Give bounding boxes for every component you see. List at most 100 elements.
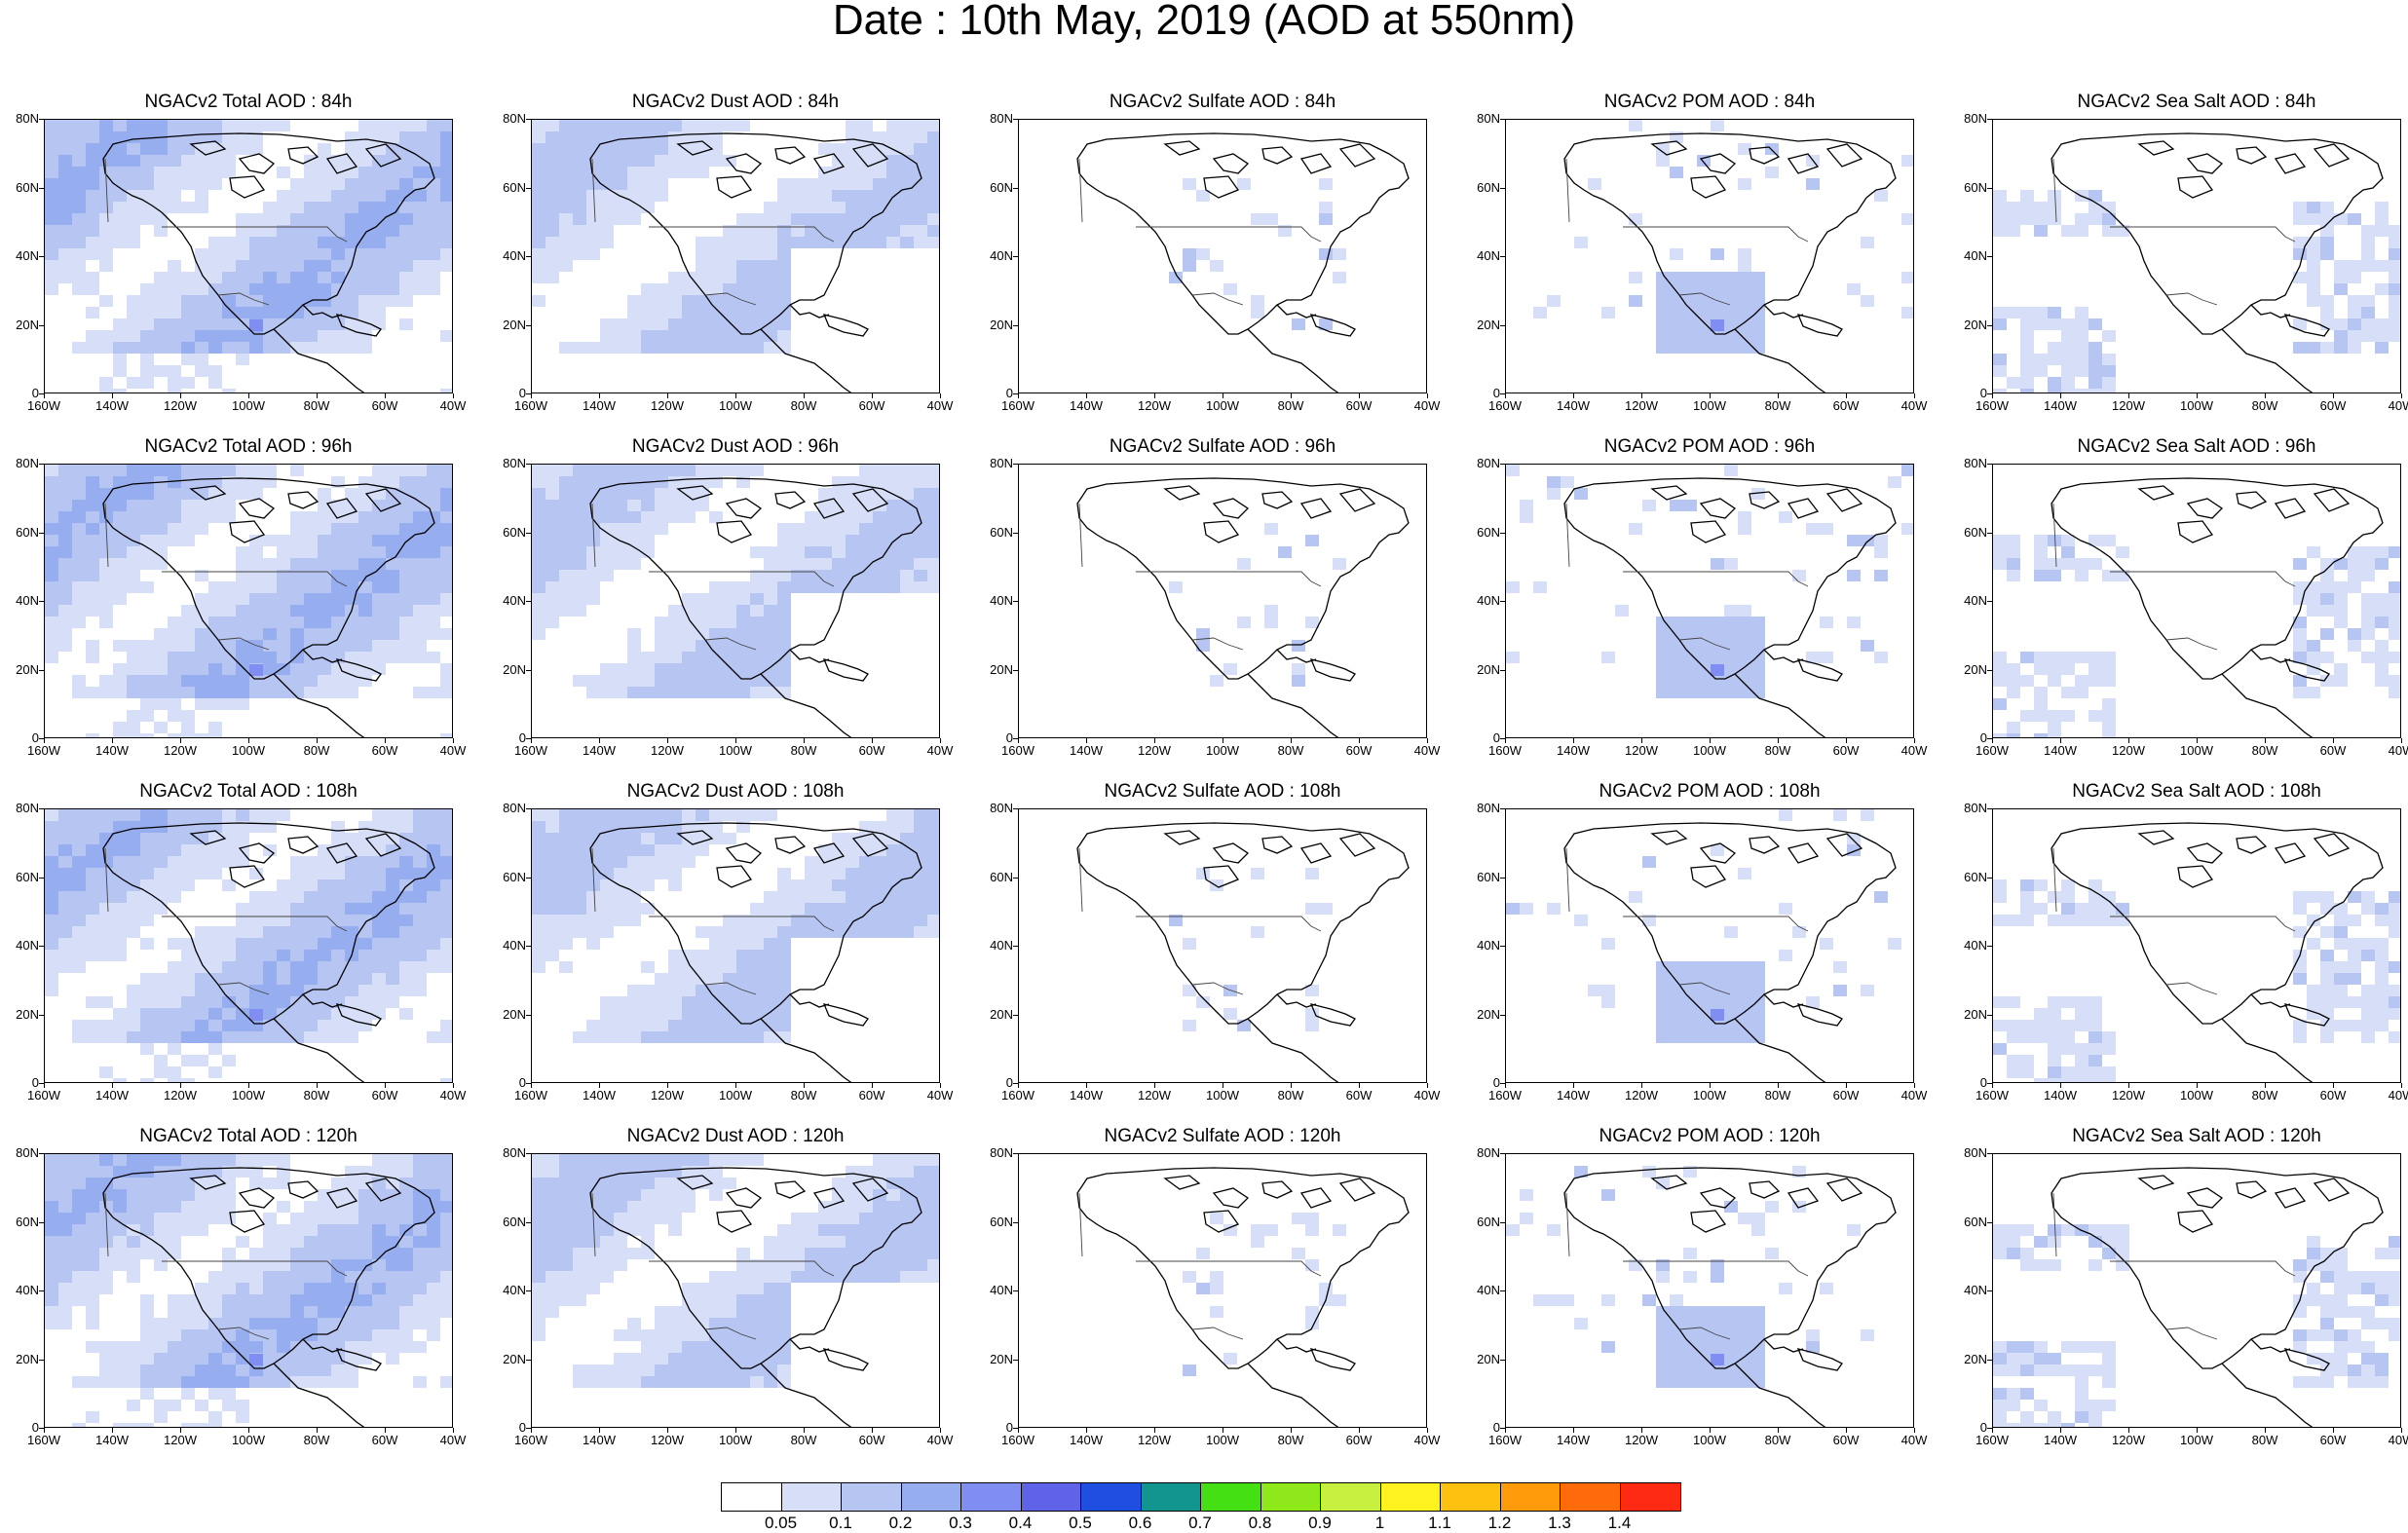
aod-cell [345, 272, 358, 283]
aod-cell [427, 1271, 440, 1283]
aod-cell [263, 307, 277, 318]
aod-cell [154, 143, 168, 155]
aod-cell [1574, 237, 1588, 248]
aod-cell [2048, 1055, 2061, 1066]
aod-cell [641, 167, 655, 178]
aod-cell [195, 1166, 208, 1178]
aod-cell [655, 1353, 668, 1365]
aod-cell [655, 996, 668, 1008]
aod-cell [263, 1031, 277, 1043]
aod-cell [736, 272, 750, 283]
aod-cell [914, 1271, 927, 1283]
aod-cell [1738, 1020, 1751, 1031]
aod-cell [2389, 307, 2401, 318]
aod-cell [208, 365, 222, 377]
aod-cell [2293, 640, 2307, 652]
aod-cell [682, 856, 696, 868]
aod-cell [600, 1248, 614, 1259]
aod-cell [818, 1236, 832, 1248]
aod-cell [318, 1248, 331, 1259]
aod-cell [72, 903, 86, 915]
aod-cell [614, 1365, 627, 1376]
aod-cell [58, 1178, 72, 1189]
aod-cell [208, 237, 222, 248]
aod-cell [154, 833, 168, 844]
panel-title: NGACv2 POM AOD : 108h [1505, 779, 1914, 804]
country-border [1079, 504, 1082, 567]
aod-cell [2088, 710, 2102, 722]
aod-cell [846, 225, 859, 237]
aod-cell [277, 593, 290, 605]
x-tick-label: 40W [440, 744, 467, 758]
aod-cell [777, 879, 791, 891]
aod-cell [1993, 354, 2007, 365]
aod-cell [873, 1166, 886, 1178]
aod-cell [1333, 558, 1346, 570]
aod-cell [2061, 342, 2075, 354]
x-tick-label: 40W [927, 1434, 954, 1447]
coastline [2178, 521, 2212, 542]
aod-cell [777, 558, 791, 570]
aod-cell [641, 1213, 655, 1224]
aod-cell [586, 891, 600, 903]
aod-cell [86, 1031, 99, 1043]
aod-cell [2034, 202, 2048, 213]
aod-cell [236, 833, 249, 844]
aod-cell [2088, 891, 2102, 903]
aod-cell [750, 996, 764, 1008]
aod-cell [290, 1365, 304, 1376]
aod-cell [532, 1306, 546, 1318]
aod-cell [318, 1329, 331, 1341]
aod-cell [1724, 307, 1738, 318]
aod-cell [249, 809, 263, 821]
x-tick-label: 140W [2044, 1089, 2077, 1103]
aod-cell [427, 926, 440, 938]
aod-cell [413, 961, 427, 973]
aod-cell [1264, 213, 1278, 225]
aod-cell [181, 1154, 195, 1166]
aod-cell [195, 950, 208, 961]
x-tick-mark [1505, 738, 1506, 743]
aod-cell [399, 523, 413, 535]
aod-cell [2293, 903, 2307, 915]
aod-cell [168, 868, 181, 879]
aod-cell [181, 1318, 195, 1329]
aod-cell [546, 1236, 559, 1248]
aod-cell [58, 961, 72, 973]
aod-cell [72, 856, 86, 868]
aod-cell [682, 1294, 696, 1306]
aod-cell [45, 488, 58, 500]
aod-cell [1629, 523, 1642, 535]
aod-cell [154, 879, 168, 891]
aod-cell [668, 342, 682, 354]
aod-cell [127, 202, 140, 213]
aod-cell [1601, 938, 1615, 950]
aod-cell [113, 354, 127, 365]
aod-cell [900, 879, 914, 891]
aod-cell [846, 1166, 859, 1178]
coastline [717, 176, 751, 198]
aod-cell [99, 879, 113, 891]
x-tick-label: 60W [1833, 744, 1860, 758]
aod-cell [1520, 1189, 1533, 1201]
aod-cell [2007, 733, 2020, 738]
aod-cell [1642, 500, 1656, 511]
x-tick-mark [248, 1428, 249, 1433]
aod-cell [113, 856, 127, 868]
aod-cell [2375, 996, 2389, 1008]
aod-cell [2375, 915, 2389, 926]
aod-cell [600, 500, 614, 511]
aod-cell [832, 558, 846, 570]
aod-cell [168, 155, 181, 167]
aod-cell [358, 675, 372, 687]
aod-cell [886, 581, 900, 593]
x-tick-label: 160W [27, 1434, 60, 1447]
aod-cell [386, 996, 399, 1008]
aod-cell [318, 178, 331, 190]
aod-cell [682, 1329, 696, 1341]
aod-cell [1993, 558, 2007, 570]
aod-cell [1993, 1020, 2007, 1031]
aod-cell [2293, 342, 2307, 354]
aod-cell [222, 1031, 236, 1043]
